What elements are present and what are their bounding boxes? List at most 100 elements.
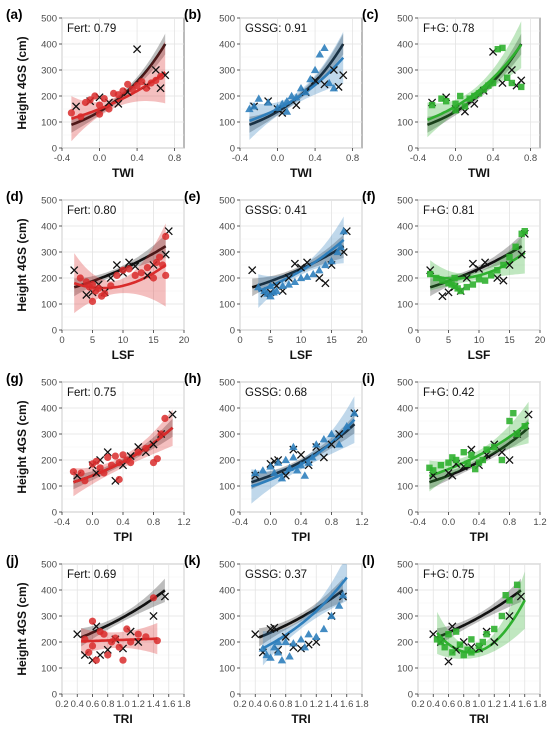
- reference-point: [82, 290, 91, 299]
- fg-point: [428, 101, 436, 109]
- reference-point: [444, 657, 453, 666]
- gssg-point: [310, 65, 320, 74]
- reference-point: [134, 442, 143, 452]
- fg-point: [512, 243, 519, 250]
- reference-point: [448, 471, 457, 480]
- reference-point: [270, 623, 279, 632]
- fert-point: [143, 264, 151, 272]
- fg-point: [488, 272, 495, 279]
- y-tick-label: 400: [41, 39, 57, 50]
- x-tick-label: 1.8: [355, 699, 368, 710]
- y-tick-label: 0: [230, 143, 235, 154]
- gssg-point: [292, 93, 301, 101]
- fert-point: [107, 461, 116, 469]
- reference-point: [490, 637, 499, 647]
- y-tick-label: 300: [219, 611, 235, 622]
- fert-point: [156, 72, 165, 81]
- fert-point: [119, 451, 127, 459]
- reference-point: [481, 258, 490, 267]
- gssg-point: [289, 639, 298, 647]
- panel-label: (j): [6, 553, 19, 568]
- fert-point: [162, 271, 170, 279]
- fert-point: [157, 430, 165, 438]
- y-tick-label: 100: [397, 299, 413, 310]
- x-axis-title: LSF: [290, 348, 313, 362]
- gssg-point: [289, 453, 298, 461]
- fg-point: [506, 417, 513, 425]
- y-tick-label: 100: [397, 117, 413, 128]
- y-tick-label: 200: [397, 637, 413, 648]
- gssg-point: [277, 474, 287, 482]
- y-tick-label: 200: [219, 91, 235, 102]
- x-tick-label: 0.4: [427, 699, 440, 710]
- gssg-point: [282, 107, 292, 115]
- gssg-point: [270, 643, 279, 651]
- y-tick-label: 0: [230, 325, 235, 336]
- fg-point: [510, 410, 517, 417]
- x-tick-label: 5: [268, 335, 273, 346]
- panel-label: (l): [362, 553, 375, 568]
- panel-label: (g): [6, 371, 23, 386]
- gssg-point: [327, 611, 336, 620]
- fg-point: [438, 95, 445, 102]
- stat-label: GSSG: 0.91: [245, 23, 307, 35]
- reference-point: [134, 637, 143, 647]
- fert-point: [95, 110, 104, 118]
- x-tick-label: 0.0: [86, 517, 99, 528]
- gssg-point: [258, 466, 268, 474]
- panel-j: 0 100 200 300 400 500 0.2 0.4 0.6 0.8 1.0 1.2 1.4 1.6…: [6, 553, 191, 726]
- x-tick-label: -0.4: [54, 153, 70, 164]
- x-axis-title: TPI: [114, 530, 133, 544]
- y-tick-label: 100: [219, 481, 235, 492]
- x-tick-label: 1.0: [472, 699, 485, 710]
- fg-point: [479, 638, 487, 646]
- gssg-point: [308, 453, 317, 461]
- reference-point: [103, 448, 112, 457]
- gssg-point: [289, 442, 298, 451]
- gssg-point: [320, 43, 329, 52]
- fg-point: [426, 464, 433, 471]
- x-tick-label: 1.0: [294, 699, 307, 710]
- grid: [239, 381, 363, 513]
- reference-fit-band: [71, 33, 166, 133]
- reference-point: [131, 262, 140, 271]
- fert-point: [153, 637, 161, 645]
- fg-point: [503, 74, 511, 81]
- gssg-point: [301, 87, 310, 96]
- x-tick-label: 1.2: [355, 517, 368, 528]
- x-tick-label: 1.2: [310, 699, 323, 710]
- panel-label: (k): [184, 553, 201, 568]
- fg-point: [498, 612, 506, 620]
- gssg-point: [273, 103, 282, 111]
- y-tick-label: 500: [219, 195, 235, 206]
- y-tick-label: 400: [397, 403, 413, 414]
- fg-point: [518, 83, 525, 91]
- fert-point: [88, 280, 97, 289]
- grid: [239, 563, 363, 695]
- reference-point: [133, 45, 142, 54]
- gssg-point: [278, 281, 287, 289]
- panel-label: (c): [362, 7, 379, 22]
- fg-point: [433, 274, 440, 282]
- y-tick-label: 300: [397, 247, 413, 258]
- fert-point: [92, 457, 100, 465]
- y-tick-label: 200: [41, 91, 57, 102]
- gssg-point: [273, 648, 283, 656]
- fg-point: [471, 92, 478, 100]
- fg-point: [469, 281, 477, 288]
- gssg-point: [254, 94, 263, 102]
- x-tick-label: 1.2: [533, 517, 546, 528]
- reference-fit-band: [427, 33, 522, 133]
- y-tick-label: 300: [41, 611, 57, 622]
- x-tick-label: -0.4: [410, 517, 426, 528]
- fg-point: [457, 92, 464, 100]
- gssg-point: [251, 468, 260, 477]
- panel-label: (f): [362, 189, 376, 204]
- reference-point: [497, 448, 506, 457]
- y-tick-label: 500: [41, 13, 57, 24]
- panel-b: 0 100 200 300 400 500 -0.4 0.0 0.4 0.8 TWI (b) GSSG:…: [184, 7, 363, 180]
- gssg-point: [270, 468, 279, 477]
- gssg-point: [296, 273, 306, 282]
- reference-point: [125, 258, 134, 267]
- reference-point: [327, 440, 336, 449]
